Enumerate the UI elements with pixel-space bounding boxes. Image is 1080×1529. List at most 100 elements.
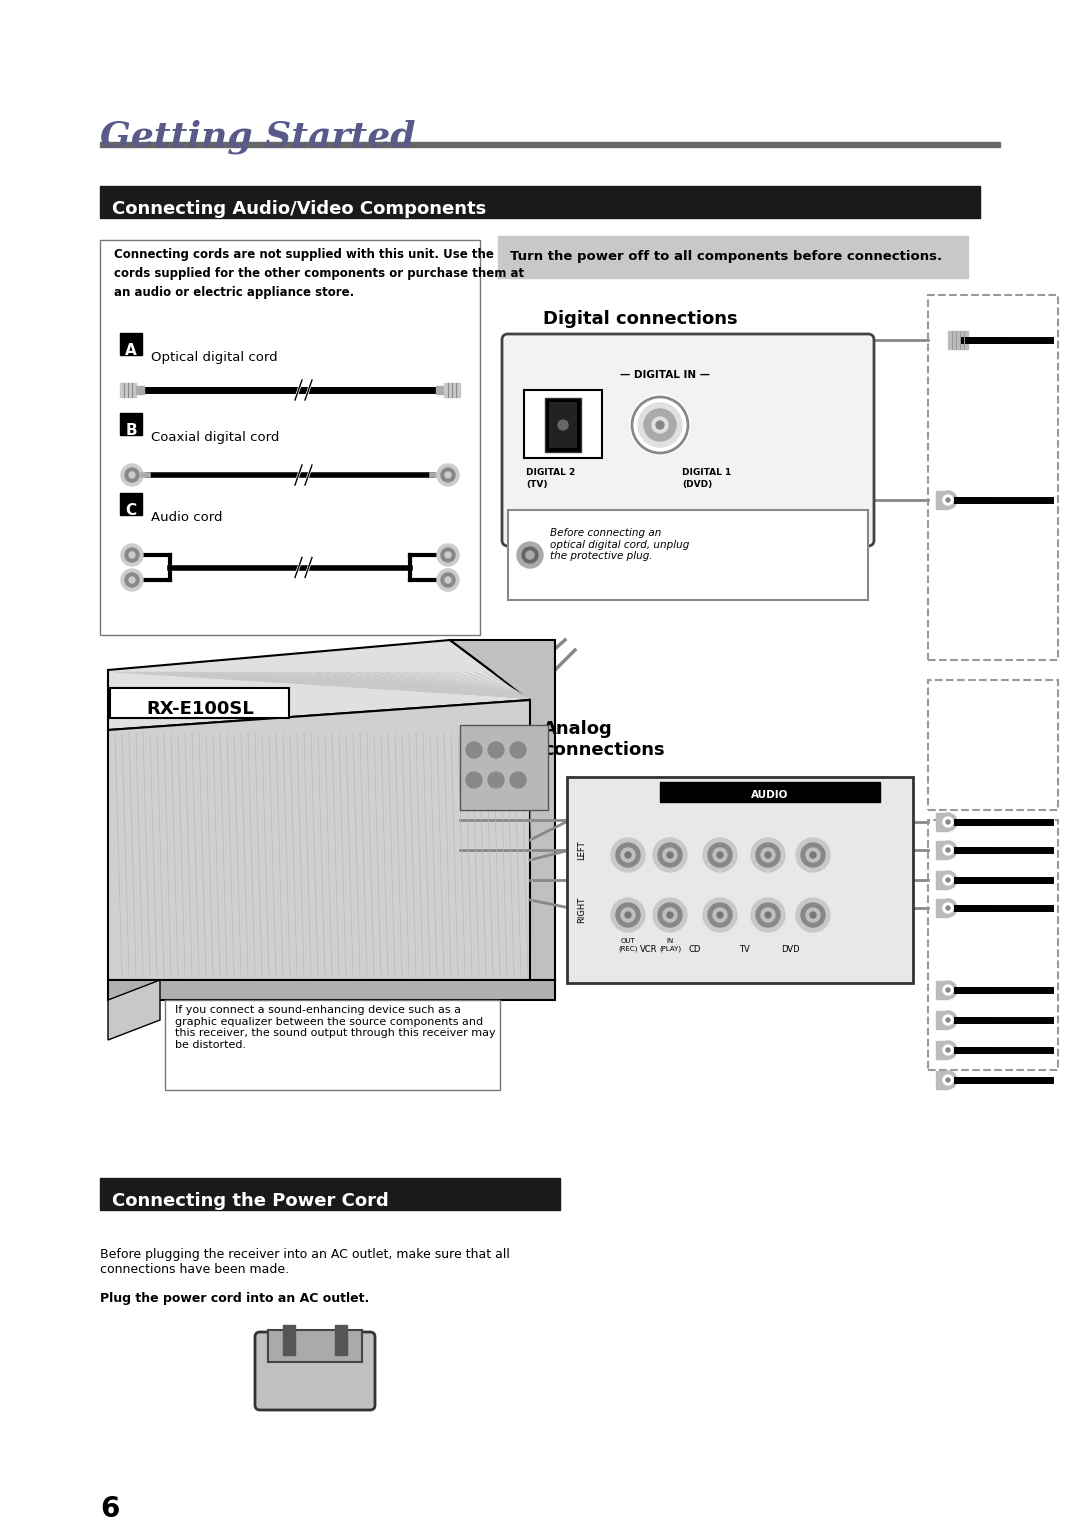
Circle shape bbox=[441, 573, 455, 587]
Circle shape bbox=[445, 552, 451, 558]
Bar bbox=[498, 235, 968, 278]
Circle shape bbox=[616, 842, 640, 867]
Circle shape bbox=[441, 547, 455, 563]
Circle shape bbox=[939, 841, 957, 859]
Circle shape bbox=[946, 1078, 950, 1083]
Text: (DVD): (DVD) bbox=[681, 480, 712, 489]
Circle shape bbox=[801, 842, 825, 867]
Circle shape bbox=[625, 852, 631, 858]
Circle shape bbox=[121, 569, 143, 592]
Circle shape bbox=[437, 569, 459, 592]
Circle shape bbox=[943, 904, 953, 913]
Bar bbox=[120, 492, 141, 515]
Text: LEFT: LEFT bbox=[577, 841, 586, 859]
Polygon shape bbox=[108, 980, 555, 1000]
Circle shape bbox=[751, 838, 785, 872]
Text: Before plugging the receiver into an AC outlet, make sure that all
connections h: Before plugging the receiver into an AC … bbox=[100, 1248, 510, 1277]
Text: Coaxial digital cord: Coaxial digital cord bbox=[151, 431, 280, 443]
Circle shape bbox=[713, 908, 727, 922]
Circle shape bbox=[517, 541, 543, 567]
Circle shape bbox=[437, 544, 459, 566]
Text: CD: CD bbox=[689, 945, 701, 954]
Circle shape bbox=[943, 495, 953, 505]
Circle shape bbox=[621, 908, 635, 922]
Text: A: A bbox=[125, 342, 137, 358]
Bar bbox=[936, 1041, 948, 1060]
Circle shape bbox=[652, 417, 669, 433]
Text: 6: 6 bbox=[100, 1495, 120, 1523]
Circle shape bbox=[806, 908, 820, 922]
Circle shape bbox=[121, 463, 143, 486]
Bar bbox=[120, 413, 141, 434]
Bar bbox=[120, 333, 141, 355]
Text: RIGHT: RIGHT bbox=[577, 898, 586, 924]
Circle shape bbox=[526, 550, 534, 560]
Circle shape bbox=[663, 908, 677, 922]
Circle shape bbox=[939, 872, 957, 888]
Text: DVD: DVD bbox=[781, 945, 799, 954]
Text: Before connecting an
optical digital cord, unplug
the protective plug.: Before connecting an optical digital cor… bbox=[550, 528, 689, 561]
Circle shape bbox=[946, 849, 950, 852]
Circle shape bbox=[713, 849, 727, 862]
Circle shape bbox=[558, 420, 568, 430]
Circle shape bbox=[663, 849, 677, 862]
Bar bbox=[936, 899, 948, 917]
Circle shape bbox=[801, 904, 825, 927]
Text: If you connect a sound-enhancing device such as a
graphic equalizer between the : If you connect a sound-enhancing device … bbox=[175, 1005, 496, 1050]
Bar bbox=[928, 680, 1058, 810]
Circle shape bbox=[810, 911, 816, 917]
Circle shape bbox=[703, 838, 737, 872]
Circle shape bbox=[796, 898, 831, 933]
Text: Getting Started: Getting Started bbox=[100, 119, 416, 154]
Circle shape bbox=[946, 907, 950, 910]
Text: DIGITAL 1: DIGITAL 1 bbox=[681, 468, 731, 477]
Text: AUDIO: AUDIO bbox=[752, 790, 788, 800]
Circle shape bbox=[445, 576, 451, 583]
Circle shape bbox=[125, 468, 139, 482]
Text: Connecting Audio/Video Components: Connecting Audio/Video Components bbox=[112, 200, 486, 219]
Bar bbox=[120, 382, 136, 398]
Bar bbox=[100, 142, 1000, 147]
Circle shape bbox=[611, 898, 645, 933]
Bar bbox=[436, 385, 444, 394]
Circle shape bbox=[717, 911, 723, 917]
Circle shape bbox=[939, 1011, 957, 1029]
Circle shape bbox=[129, 472, 135, 479]
FancyBboxPatch shape bbox=[100, 240, 480, 635]
Text: Connecting cords are not supplied with this unit. Use the: Connecting cords are not supplied with t… bbox=[114, 248, 494, 261]
Circle shape bbox=[667, 911, 673, 917]
Circle shape bbox=[943, 1075, 953, 1086]
Circle shape bbox=[129, 552, 135, 558]
Circle shape bbox=[806, 849, 820, 862]
Bar bbox=[936, 491, 948, 509]
Circle shape bbox=[658, 842, 681, 867]
Circle shape bbox=[946, 988, 950, 992]
Circle shape bbox=[939, 491, 957, 509]
Circle shape bbox=[510, 742, 526, 758]
Circle shape bbox=[765, 852, 771, 858]
Bar bbox=[928, 295, 1058, 661]
Polygon shape bbox=[108, 641, 530, 729]
Text: Turn the power off to all components before connections.: Turn the power off to all components bef… bbox=[510, 251, 942, 263]
Circle shape bbox=[630, 394, 690, 456]
Bar bbox=[100, 187, 980, 219]
Text: IN
(PLAY): IN (PLAY) bbox=[659, 937, 681, 951]
Bar bbox=[136, 385, 144, 394]
FancyBboxPatch shape bbox=[567, 777, 913, 983]
Circle shape bbox=[522, 547, 538, 563]
Circle shape bbox=[761, 908, 775, 922]
Text: Connecting the Power Cord: Connecting the Power Cord bbox=[112, 1193, 389, 1209]
Circle shape bbox=[621, 849, 635, 862]
Circle shape bbox=[810, 852, 816, 858]
Circle shape bbox=[943, 875, 953, 885]
Circle shape bbox=[946, 498, 950, 502]
Circle shape bbox=[939, 1041, 957, 1060]
Bar bbox=[936, 872, 948, 888]
Circle shape bbox=[946, 1047, 950, 1052]
Text: C: C bbox=[125, 503, 136, 518]
Text: Plug the power cord into an AC outlet.: Plug the power cord into an AC outlet. bbox=[100, 1292, 369, 1304]
Bar bbox=[283, 1326, 295, 1355]
FancyBboxPatch shape bbox=[110, 688, 289, 719]
Bar bbox=[936, 1011, 948, 1029]
Circle shape bbox=[611, 838, 645, 872]
